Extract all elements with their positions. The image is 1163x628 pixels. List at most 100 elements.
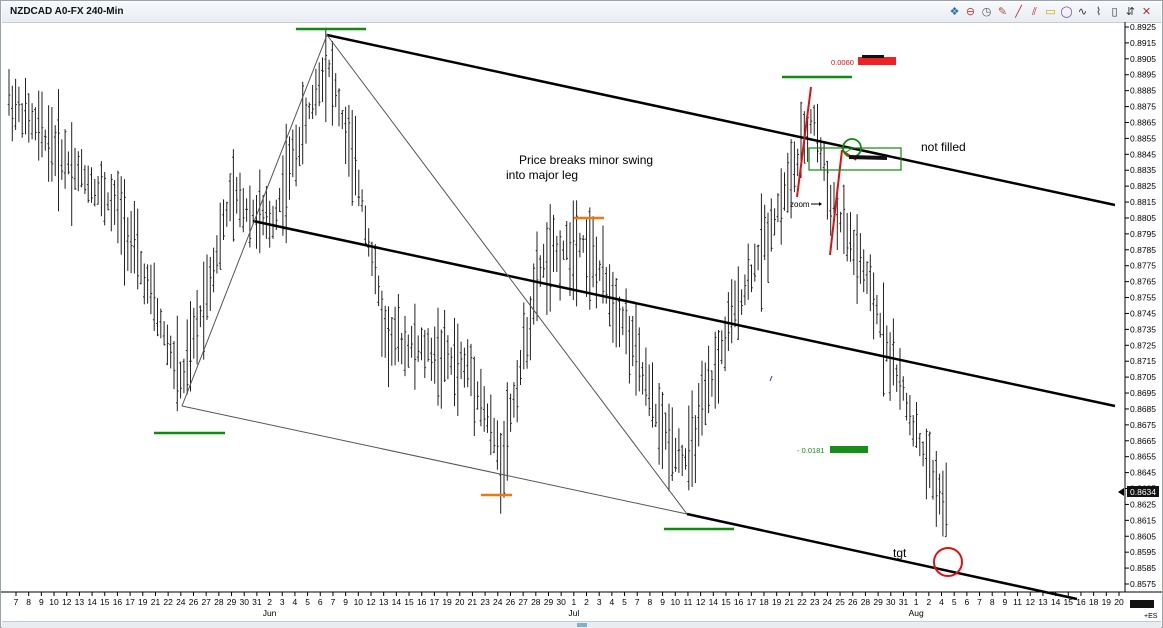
ohlc-bar xyxy=(354,115,357,196)
x-tick-label: 8 xyxy=(648,597,653,607)
ohlc-bar xyxy=(449,347,453,375)
close-icon[interactable]: ✕ xyxy=(1141,5,1152,18)
ohlc-bar xyxy=(387,306,390,388)
x-tick-label: 11 xyxy=(1013,597,1022,607)
x-tick-label: 14 xyxy=(87,597,97,607)
x-tick-label: 21 xyxy=(468,597,478,607)
window-title: NZDCAD A0-FX 240-Min xyxy=(10,6,124,17)
ohlc-bar xyxy=(878,312,882,338)
y-tick-label: 0.8925 xyxy=(1130,22,1156,32)
ohlc-bar xyxy=(674,437,677,472)
x-tick-label: 25 xyxy=(835,597,845,607)
green-measure-box xyxy=(830,446,868,453)
x-tick-label: 10 xyxy=(49,597,59,607)
ohlc-bar xyxy=(235,177,238,214)
ohlc-bar xyxy=(80,149,83,188)
clock-icon[interactable]: ◷ xyxy=(981,5,992,18)
ohlc-bar xyxy=(383,305,387,358)
ohlc-bar xyxy=(499,432,502,514)
ohlc-bar xyxy=(631,316,634,367)
ohlc-bar xyxy=(225,201,229,227)
ohlc-bar xyxy=(905,392,908,421)
ohlc-bar xyxy=(129,210,133,274)
pen-icon[interactable]: ✎ xyxy=(997,5,1008,18)
circle-icon[interactable]: ◯ xyxy=(1060,5,1073,18)
x-tick-label: 13 xyxy=(379,597,389,607)
x-tick-label: 19 xyxy=(1102,597,1112,607)
ohlc-bar xyxy=(228,173,232,222)
x-tick-label: 13 xyxy=(1038,597,1048,607)
ohlc-bar xyxy=(473,356,476,437)
wave-icon[interactable]: ∿ xyxy=(1077,5,1088,18)
ohlc-bar xyxy=(317,62,321,107)
ohlc-bar xyxy=(199,305,202,328)
ohlc-bar xyxy=(746,243,750,300)
ohlc-bar xyxy=(100,161,103,217)
ohlc-bar xyxy=(776,193,780,223)
y-tick-label: 0.8575 xyxy=(1130,579,1156,589)
y-tick-label: 0.8715 xyxy=(1130,356,1156,366)
ohlc-bar xyxy=(786,152,790,213)
parallel-lines-icon[interactable]: ⫽ xyxy=(1032,5,1037,18)
ohlc-bar xyxy=(50,107,54,182)
zoom-connector xyxy=(845,147,854,153)
annotation-not-filled: not filled xyxy=(921,140,966,154)
ohlc-bar xyxy=(545,222,549,315)
x-tick-label: 23 xyxy=(810,597,820,607)
ohlc-bar xyxy=(116,170,120,244)
layers-icon[interactable]: ❖ xyxy=(949,5,960,18)
horizontal-scrollbar[interactable] xyxy=(2,621,1161,628)
ohlc-bar xyxy=(166,324,169,366)
ohlc-bar xyxy=(440,329,443,409)
ohlc-bar xyxy=(34,107,37,141)
ohlc-bar xyxy=(756,244,760,271)
x-tick-label: 18 xyxy=(1089,597,1099,607)
ohlc-bar xyxy=(743,274,747,306)
ohlc-bar xyxy=(578,232,582,258)
ohlc-bar xyxy=(324,27,328,123)
ohlc-bar xyxy=(123,179,126,286)
ohlc-bar xyxy=(581,235,585,253)
ohlc-bar xyxy=(344,106,347,164)
label-icon[interactable]: ▭ xyxy=(1045,5,1056,18)
x-tick-label: 30 xyxy=(556,597,566,607)
x-tick-label: 28 xyxy=(214,597,224,607)
x-tick-label: 7 xyxy=(331,597,336,607)
candle-icon[interactable]: ▯ xyxy=(1111,5,1118,18)
ohlc-bar xyxy=(509,393,512,432)
red-measure-box xyxy=(858,57,896,65)
ohlc-bar xyxy=(436,307,440,406)
ohlc-bar xyxy=(766,212,770,283)
price-axis: 0.8925 0.8915 0.8905 0.8895 0.8885 0.8875 0.88… xyxy=(1125,22,1156,589)
ohlc-bar xyxy=(11,85,14,142)
ohlc-bar xyxy=(182,358,186,394)
ohlc-bar xyxy=(779,168,783,245)
ohlc-bar xyxy=(77,151,80,192)
ohlc-bar xyxy=(664,412,667,450)
x-tick-label: 26 xyxy=(848,597,858,607)
ohlc-bar xyxy=(327,59,331,78)
ohlc-bar xyxy=(90,167,93,203)
bar-icon[interactable]: ⌇ xyxy=(1095,5,1102,18)
drawing-toolbar: ❖ ⊖ ◷ ✎ ╱ ⫽ ▭ ◯ ∿ ⌇ ▯ ⇵ ✕ xyxy=(948,5,1153,20)
ohlc-bar xyxy=(558,230,562,301)
ohlc-bar xyxy=(502,420,506,498)
price-chart[interactable]: 0.8925 0.8915 0.8905 0.8895 0.8885 0.8875 0.88… xyxy=(1,22,1162,622)
ohlc-bar xyxy=(162,321,166,346)
ohlc-bar xyxy=(479,368,483,427)
ohlc-bar xyxy=(783,172,786,211)
ohlc-bar xyxy=(212,247,215,293)
ohlc-bar xyxy=(202,261,205,360)
ohlc-bar xyxy=(796,148,799,177)
y-tick-label: 0.8805 xyxy=(1130,213,1156,223)
arrows-icon[interactable]: ⇵ xyxy=(1125,5,1136,18)
trendline-icon[interactable]: ╱ xyxy=(1015,5,1022,18)
ohlc-bar xyxy=(522,302,526,370)
ohlc-bar xyxy=(816,103,819,163)
ohlc-bar xyxy=(911,415,915,447)
scrollbar-thumb[interactable] xyxy=(577,623,587,627)
no-entry-icon[interactable]: ⊖ xyxy=(965,5,976,18)
x-tick-label: 19 xyxy=(442,597,452,607)
ohlc-bar xyxy=(690,390,694,487)
x-tick-label: 31 xyxy=(899,597,909,607)
